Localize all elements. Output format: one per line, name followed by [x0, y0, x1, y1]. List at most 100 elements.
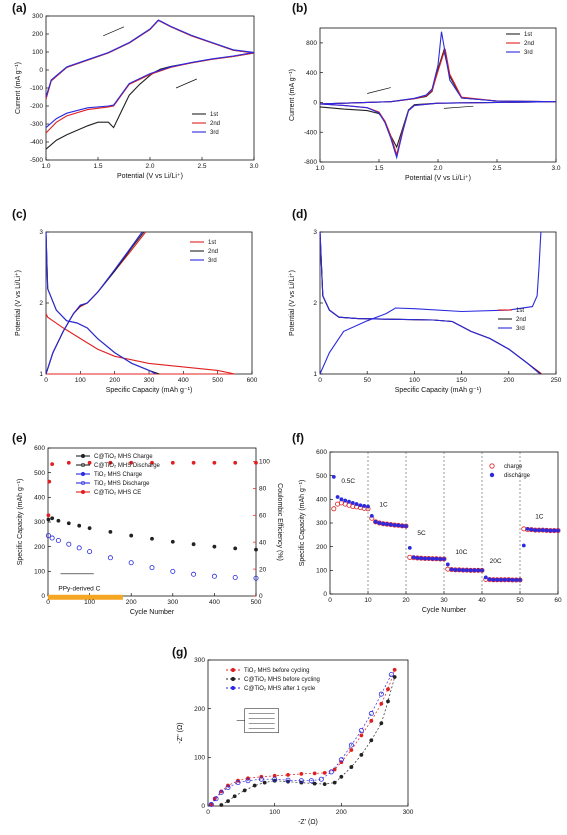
data-point [449, 567, 454, 572]
data-point [245, 778, 251, 784]
x-axis-label: Potential (V vs Li/Li⁺) [117, 173, 183, 180]
legend-label: 2nd [210, 121, 220, 127]
panel-label-g: (g) [172, 645, 187, 659]
data-point [335, 495, 340, 499]
data-point [472, 568, 477, 573]
data-point [362, 504, 367, 508]
y-tick-label: 200 [194, 706, 205, 713]
y-tick-label: -100 [30, 85, 43, 92]
x-tick-label: 100 [84, 599, 95, 606]
data-point [540, 528, 545, 532]
data-point [348, 742, 354, 748]
data-point [480, 568, 484, 573]
data-point [419, 556, 424, 561]
data-point [232, 575, 238, 581]
x-tick-label: 250 [551, 377, 562, 384]
y-tick-label: 0 [323, 591, 327, 598]
y-tick-label: 300 [194, 657, 205, 664]
y-tick-label: 500 [316, 473, 327, 480]
data-point [430, 556, 435, 561]
data-point [487, 577, 492, 582]
legend-label: discharge [504, 473, 531, 479]
x-axis-label: Specific Capacity (mAh g⁻¹) [395, 387, 482, 394]
data-point [506, 577, 511, 582]
x-tick-label: 1.0 [41, 163, 50, 170]
data-point [438, 557, 443, 561]
series-line-1 [45, 19, 255, 134]
data-point [332, 780, 337, 785]
data-point [107, 555, 113, 561]
data-point [368, 711, 374, 717]
x-tick-label: 30 [440, 597, 448, 604]
data-point [533, 528, 538, 532]
data-point [242, 788, 247, 793]
y-tick-label: 2 [39, 300, 43, 307]
x-tick-label: 3.0 [551, 165, 560, 172]
data-point [46, 517, 51, 522]
data-point [386, 699, 390, 704]
rate-label: 20C [490, 558, 502, 565]
data-point [299, 771, 304, 776]
y-tick-label: -200 [30, 103, 43, 110]
data-point [312, 781, 317, 786]
y-right-tick-label: 60 [259, 512, 267, 519]
legend-marker [81, 489, 86, 494]
data-point [407, 545, 412, 550]
plot-frame [319, 231, 557, 375]
data-point [170, 568, 176, 574]
data-point [338, 757, 344, 763]
data-point [404, 524, 408, 528]
data-point [87, 549, 93, 555]
data-point [385, 522, 389, 527]
y-tick-label: 800 [306, 40, 317, 47]
data-point [377, 521, 382, 525]
data-point [411, 555, 416, 560]
series-line-0 [319, 231, 543, 375]
data-point [510, 578, 515, 582]
data-point [170, 539, 175, 544]
y-tick-label: 500 [34, 470, 45, 477]
y-tick-label: 0 [201, 803, 205, 810]
plot-frame [45, 231, 253, 375]
x-axis-label: Specific Capacity (mAh g⁻¹) [106, 387, 193, 394]
y-tick-label: 2 [313, 300, 317, 307]
data-point [285, 777, 291, 783]
data-point [328, 769, 334, 775]
data-point [66, 521, 71, 526]
panel-g [207, 659, 409, 808]
series-line-3 [45, 231, 147, 375]
panel-f [329, 451, 561, 595]
y-axis-label: Current (mA g⁻¹) [289, 69, 296, 121]
legend-label: C@TiO₂ MHS before cycling [244, 677, 320, 683]
data-point [128, 560, 134, 566]
data-point [55, 538, 61, 544]
data-point [400, 523, 405, 528]
data-point [226, 799, 230, 804]
data-point [46, 513, 51, 518]
legend-label: 2nd [516, 317, 526, 323]
data-point [379, 721, 384, 726]
y-right-tick-label: 0 [259, 593, 263, 600]
data-point [358, 503, 363, 508]
data-point [45, 533, 51, 539]
data-point [548, 528, 553, 533]
x-tick-label: 1.5 [93, 163, 102, 170]
data-point [521, 543, 526, 548]
legend-label: C@TiO₂ MHS after 1 cycle [244, 686, 316, 692]
series-line-2 [319, 231, 541, 375]
data-point [322, 771, 327, 775]
data-point [233, 546, 238, 551]
data-point [483, 575, 488, 580]
data-point [339, 497, 344, 502]
ppy-bar [48, 594, 123, 600]
panel-c [45, 231, 253, 375]
data-point [434, 556, 439, 561]
data-point [211, 573, 217, 579]
data-point [50, 516, 55, 521]
data-point [170, 460, 175, 465]
data-point [495, 577, 500, 582]
data-point [396, 523, 401, 528]
plot-frame [45, 15, 255, 161]
series-line-0 [45, 313, 235, 375]
x-tick-label: 100 [409, 377, 420, 384]
